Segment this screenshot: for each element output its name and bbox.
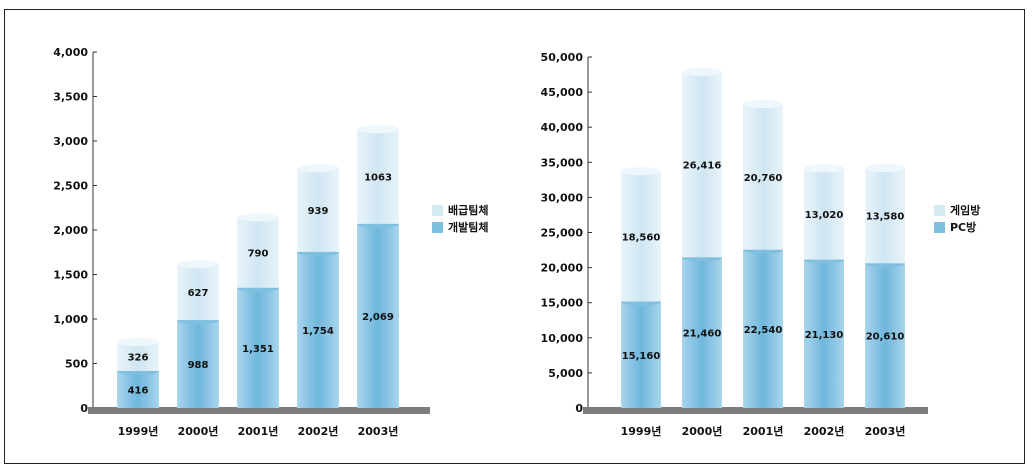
y-tick-label: 1,500	[53, 269, 88, 282]
bar-top-cap	[865, 163, 905, 172]
data-label-bottom: 21,130	[805, 330, 844, 341]
x-tick-label: 2002년	[804, 424, 845, 438]
y-tick-label: 3,500	[53, 91, 88, 104]
chart-1: 4,000 3,500 3,000 2,500 2,000 1,500 1,000 500 0 3…	[53, 46, 488, 438]
data-label-top: 790	[248, 249, 269, 260]
legend-label: PC방	[950, 220, 976, 234]
bar-top-cap	[117, 337, 159, 346]
data-label-top: 13,580	[866, 212, 905, 223]
bar-segment-PC방	[682, 257, 722, 408]
y-tick-label: 15,000	[541, 297, 584, 310]
bar-segment-PC방	[865, 263, 905, 408]
y-tick-label: 2,500	[53, 180, 88, 193]
data-label-bottom: 416	[128, 385, 149, 396]
data-label-top: 1063	[364, 173, 392, 184]
bar-segment-게임방	[621, 171, 661, 302]
legend-swatch	[432, 205, 443, 216]
legend-label: 배급팀체	[448, 203, 488, 217]
legend-label: 게임방	[950, 203, 980, 217]
bar-top-cap	[743, 100, 783, 109]
bar-segment-배급팀체	[177, 264, 219, 321]
data-label-top: 26,416	[683, 161, 722, 172]
legend-swatch	[934, 222, 945, 233]
y-tick-label: 500	[65, 358, 88, 371]
bar-segment-게임방	[743, 104, 783, 250]
bar-top-cap	[804, 164, 844, 173]
y-tick-label: 25,000	[541, 227, 584, 240]
data-label-top: 627	[188, 288, 209, 299]
bar-segment-배급팀체	[237, 217, 279, 288]
bar-segment-개발팀체	[297, 251, 339, 408]
data-label-bottom: 21,460	[683, 329, 722, 340]
x-tick-label: 1999년	[118, 424, 159, 438]
y-tick-label: 50,000	[541, 51, 584, 64]
bar-segment-게임방	[865, 167, 905, 264]
x-tick-label: 2002년	[298, 424, 339, 438]
y-tick-label: 45,000	[541, 86, 584, 99]
chart-floor	[583, 407, 928, 414]
bar-top-cap	[621, 167, 661, 176]
bar-segment-게임방	[682, 71, 722, 258]
data-label-top: 18,560	[622, 232, 661, 243]
y-tick-label: 20,000	[541, 262, 584, 275]
bar-segment-게임방	[804, 168, 844, 260]
x-tick-label: 2000년	[682, 424, 723, 438]
y-tick-label: 10,000	[541, 332, 584, 345]
y-tick-label: 5,000	[548, 367, 583, 380]
data-label-bottom: 1,754	[302, 326, 334, 337]
bar-segment-배급팀체	[357, 129, 399, 224]
bar-segment-PC방	[621, 301, 661, 408]
y-tick-label: 35,000	[541, 156, 584, 169]
bar-top-cap	[237, 213, 279, 222]
legend-swatch	[432, 222, 443, 233]
x-tick-label: 2003년	[865, 424, 906, 438]
bar-top-cap	[682, 67, 722, 76]
bar-segment-개발팀체	[357, 223, 399, 408]
bar-segment-PC방	[743, 249, 783, 408]
data-label-top: 939	[308, 206, 329, 217]
data-label-top: 20,760	[744, 173, 783, 184]
y-tick-label: 1,000	[53, 313, 88, 326]
data-label-bottom: 20,610	[866, 332, 905, 343]
chart-frame	[4, 9, 1025, 464]
chart-2: 50,000 45,000 40,000 35,000 30,000 25,000 20,0…	[541, 51, 981, 438]
y-tick-label: 3,000	[53, 135, 88, 148]
y-tick-label: 2,000	[53, 224, 88, 237]
bar-top-cap	[357, 125, 399, 134]
x-tick-label: 2001년	[238, 424, 279, 438]
bar-top-cap	[297, 164, 339, 173]
x-tick-label: 1999년	[621, 424, 662, 438]
bar-segment-개발팀체	[177, 320, 219, 408]
bar-segment-개발팀체	[117, 370, 159, 408]
y-tick-label: 30,000	[541, 191, 584, 204]
y-tick-label: 40,000	[541, 121, 584, 134]
x-tick-label: 2003년	[358, 424, 399, 438]
bar-segment-개발팀체	[237, 287, 279, 408]
data-label-top: 13,020	[805, 210, 844, 221]
y-tick-label: 0	[80, 402, 88, 415]
legend: 게임방 PC방	[934, 203, 980, 234]
bar-segment-PC방	[804, 259, 844, 408]
chart-floor	[88, 407, 430, 414]
bar-top-cap	[177, 260, 219, 269]
bar-segment-배급팀체	[297, 168, 339, 252]
y-tick-label: 4,000	[53, 46, 88, 59]
data-label-bottom: 15,160	[622, 351, 661, 362]
y-tick-label: 0	[575, 402, 583, 415]
data-label-bottom: 2,069	[362, 312, 394, 323]
data-label-bottom: 1,351	[242, 344, 274, 355]
data-label-bottom: 988	[188, 360, 209, 371]
legend-label: 개발팀체	[448, 220, 488, 234]
legend-swatch	[934, 205, 945, 216]
x-tick-label: 2000년	[178, 424, 219, 438]
bar-segment-배급팀체	[117, 341, 159, 371]
data-label-bottom: 22,540	[744, 325, 783, 336]
x-tick-label: 2001년	[743, 424, 784, 438]
data-label-top: 326	[128, 352, 149, 363]
